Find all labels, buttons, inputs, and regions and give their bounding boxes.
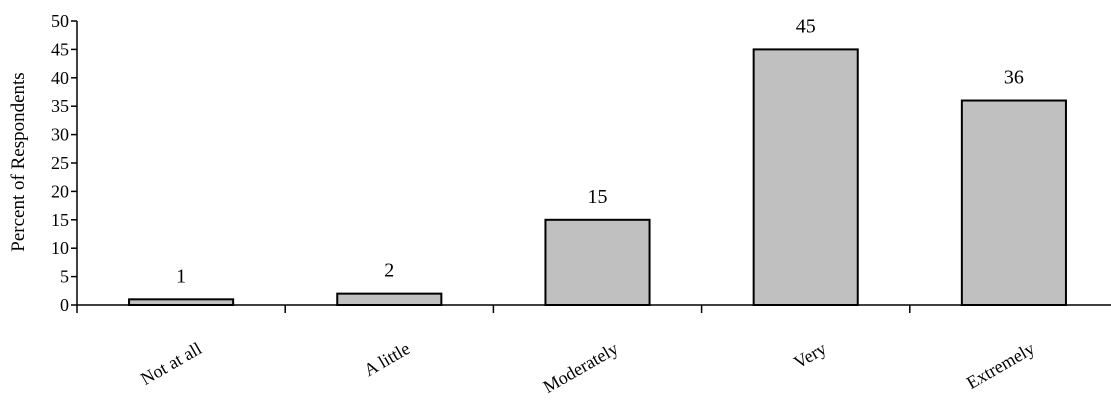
data-label: 45 bbox=[796, 15, 816, 37]
y-tick-label: 20 bbox=[51, 181, 69, 201]
x-tick-label: Extremely bbox=[963, 338, 1038, 393]
y-tick-label: 35 bbox=[51, 96, 69, 116]
data-label: 1 bbox=[176, 265, 186, 287]
y-tick-label: 25 bbox=[51, 153, 69, 173]
y-tick-label: 45 bbox=[51, 39, 69, 59]
bar bbox=[544, 218, 651, 306]
bars-layer bbox=[128, 48, 1067, 307]
y-tick-label: 10 bbox=[51, 238, 69, 258]
x-tick-label: Not at all bbox=[137, 338, 205, 389]
bar bbox=[128, 298, 235, 307]
axes-layer: 0 5 10 15 20 25 30 35 40 45 50 Not at all A little Mo… bbox=[51, 11, 1111, 397]
y-tick-label: 5 bbox=[60, 267, 69, 287]
labels-layer: 1 2 15 45 36 bbox=[176, 15, 1024, 287]
data-label: 2 bbox=[384, 260, 394, 282]
y-tick-label: 50 bbox=[51, 11, 69, 31]
data-label: 15 bbox=[588, 186, 608, 208]
bar bbox=[336, 292, 443, 307]
y-axis-title: Percent of Respondents bbox=[8, 72, 29, 251]
x-tick-label: A little bbox=[360, 338, 413, 380]
data-label: 36 bbox=[1004, 67, 1024, 89]
x-tick-label: Moderately bbox=[540, 338, 622, 397]
x-tick-label: Very bbox=[790, 338, 829, 372]
bar bbox=[960, 99, 1067, 306]
bar bbox=[752, 48, 859, 307]
y-tick-label: 30 bbox=[51, 125, 69, 145]
y-tick-label: 0 bbox=[60, 295, 69, 315]
y-tick-label: 40 bbox=[51, 68, 69, 88]
y-tick-label: 15 bbox=[51, 210, 69, 230]
